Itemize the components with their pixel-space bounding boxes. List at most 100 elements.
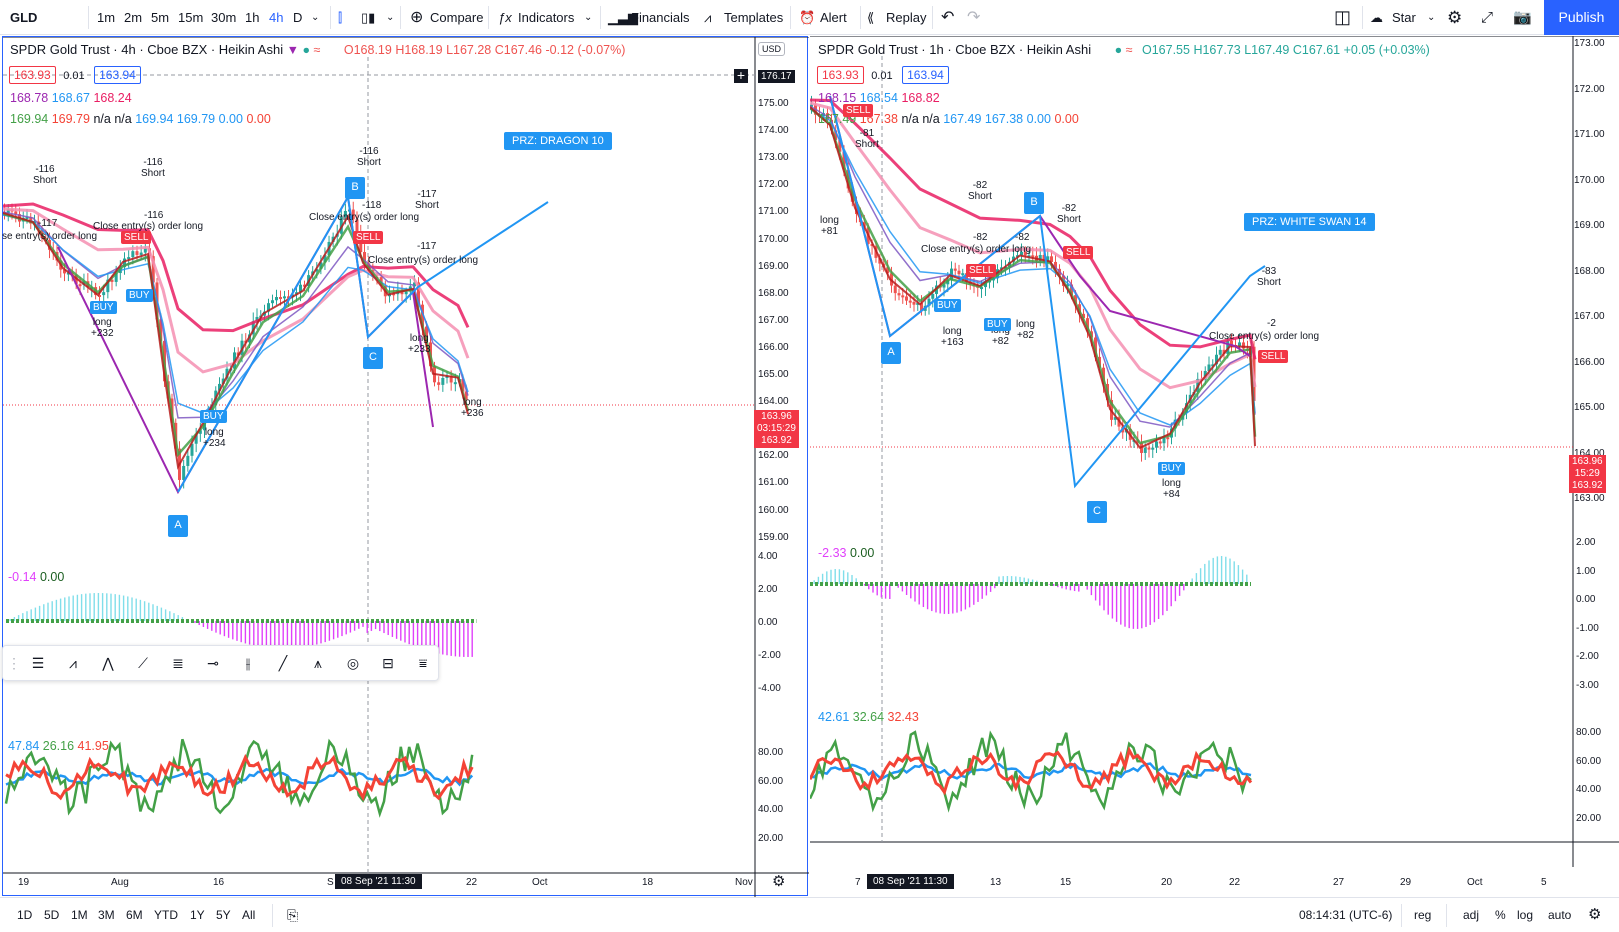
horizontal-ray-icon[interactable]: ⊸ [207,655,219,671]
range-all[interactable]: All [242,908,256,922]
undo-icon[interactable]: ↶ [941,9,955,26]
gear-icon[interactable]: ⚙ [1447,8,1463,27]
moving-average-line[interactable] [810,98,1257,360]
left-chart-canvas[interactable] [3,37,809,897]
rsi-line[interactable] [4,738,474,818]
alarm-clock-icon[interactable]: ⏰ [799,10,816,25]
chevron-down-icon[interactable]: ⌄ [1427,12,1436,23]
moving-average-line[interactable] [3,212,469,470]
ask-price[interactable]: 163.94 [94,66,141,84]
interval-1h[interactable]: 1h [245,10,260,25]
rsi-line[interactable] [810,730,1252,813]
interval-2m[interactable]: 2m [124,10,143,25]
log-toggle[interactable]: log [1517,908,1534,922]
range-1m[interactable]: 1M [71,908,88,922]
range-5d[interactable]: 5D [44,908,60,922]
chevron-down-icon[interactable]: ⌄ [386,12,395,23]
symbol-search[interactable]: GLD [10,10,38,25]
drag-handle-icon[interactable]: ⋮ [7,655,21,671]
range-3m[interactable]: 3M [98,908,115,922]
range-6m[interactable]: 6M [126,908,143,922]
camera-icon[interactable]: 📷 [1513,9,1532,26]
replay-icon[interactable]: ⟪ [867,10,875,25]
moving-average-line[interactable] [3,211,469,419]
gear-icon[interactable]: ⚙ [772,873,786,890]
cloud-icon[interactable]: ☁ [1370,10,1383,25]
rsi-line[interactable] [810,746,1253,796]
fullscreen-icon[interactable]: ⤢ [1481,9,1494,26]
ask-price[interactable]: 163.94 [902,66,949,84]
range-5y[interactable]: 5Y [216,908,231,922]
pitchfork-icon[interactable]: ⫲ [245,655,251,671]
xabcd-icon[interactable]: ⩘ [69,655,77,671]
head-shoulders-icon[interactable]: ⩚ [314,655,322,671]
clock-display[interactable]: 08:14:31 (UTC-6) [1299,908,1393,922]
star-layout-button[interactable]: Star [1392,10,1416,25]
chevron-down-icon[interactable]: ⌄ [584,12,593,23]
gear-icon[interactable]: ⚙ [1588,906,1602,923]
abcd-icon[interactable]: ⋀ [102,655,114,671]
indicators-button[interactable]: Indicators [518,10,575,25]
calendar-range-icon[interactable]: ⎘ [287,907,299,923]
alert-button[interactable]: Alert [820,10,847,25]
range-1d[interactable]: 1D [17,908,33,922]
bid-price[interactable]: 163.93 [817,66,864,84]
chevron-down-icon[interactable]: ⌄ [311,12,320,23]
session-reg[interactable]: reg [1414,908,1432,922]
redo-icon[interactable]: ↷ [967,9,981,26]
templates-button[interactable]: Templates [724,10,784,25]
interval-1m[interactable]: 1m [97,10,116,25]
moving-average-line[interactable] [3,202,470,333]
moving-average-line[interactable] [810,106,1256,450]
compare-button[interactable]: Compare [430,10,484,25]
templates-icon[interactable]: ⩘ [704,10,712,25]
range-ytd[interactable]: YTD [154,908,178,922]
currency-select[interactable]: USD [758,42,786,56]
bid-price[interactable]: 163.93 [9,66,56,84]
left-prz-label[interactable]: PRZ: DRAGON 10 [504,132,612,150]
moving-average-line[interactable] [3,214,469,414]
range-1y[interactable]: 1Y [190,908,205,922]
settings-slider-icon[interactable]: ⩸ [418,655,428,671]
interval-4h[interactable]: 4h [269,10,284,25]
adj-toggle[interactable]: adj [1463,908,1480,922]
drawing-toolbar[interactable]: ⋮ ☰ ⩘ ⋀ ⟋ ≣ ⊸ ⫲ ╱ ⩚ ◎ ⊟ ⩸ [2,645,439,681]
rsi-line[interactable] [5,753,474,802]
financials-button[interactable]: Financials [631,10,690,25]
harmonic-pattern-line[interactable] [177,193,549,493]
percent-toggle[interactable]: % [1495,908,1506,922]
left-title[interactable]: SPDR Gold Trust · 4h · Cboe BZX · Heikin… [10,42,284,57]
financials-icon[interactable]: ▁▃▆ [608,10,638,25]
plus-icon[interactable]: + [734,68,748,83]
target-icon[interactable]: ◎ [346,655,360,671]
replay-button[interactable]: Replay [886,10,927,25]
harmonic-pattern-line[interactable] [829,95,1251,357]
left-chart[interactable] [2,36,809,897]
publish-button[interactable]: Publish [1544,0,1619,35]
interval-5m[interactable]: 5m [151,10,170,25]
moving-average-line[interactable] [3,212,470,458]
right-prz-label[interactable]: PRZ: WHITE SWAN 14 [1244,213,1375,231]
interval-30m[interactable]: 30m [211,10,237,25]
interval-D[interactable]: D [293,10,303,25]
fx-icon[interactable]: ƒx [498,10,512,25]
plus-circle-icon[interactable]: ⊕ [410,9,424,26]
harmonic-pattern-line[interactable] [829,95,1266,489]
right-chart[interactable] [810,36,1619,896]
rsi-line[interactable] [5,767,474,787]
right-title[interactable]: SPDR Gold Trust · 1h · Cboe BZX · Heikin… [818,42,1092,57]
right-chart-canvas[interactable] [810,36,1619,896]
moving-average-line[interactable] [810,105,1256,428]
range-icon[interactable]: ⊟ [382,655,394,671]
candles-icon[interactable]: ▯▮ [361,10,376,25]
interval-15m[interactable]: 15m [178,10,204,25]
ray-icon[interactable]: ╱ [278,655,288,671]
fib-icon[interactable]: ≣ [172,655,184,671]
lines-icon[interactable]: ☰ [31,655,45,671]
auto-toggle[interactable]: auto [1548,908,1572,922]
moving-average-line[interactable] [810,107,1257,445]
bar-style-icon[interactable]: ⫿ [338,10,343,25]
trend-line-icon[interactable]: ⟋ [138,655,148,671]
layout-icon[interactable]: ◫ [1334,7,1352,27]
moving-average-line[interactable] [810,108,1256,426]
